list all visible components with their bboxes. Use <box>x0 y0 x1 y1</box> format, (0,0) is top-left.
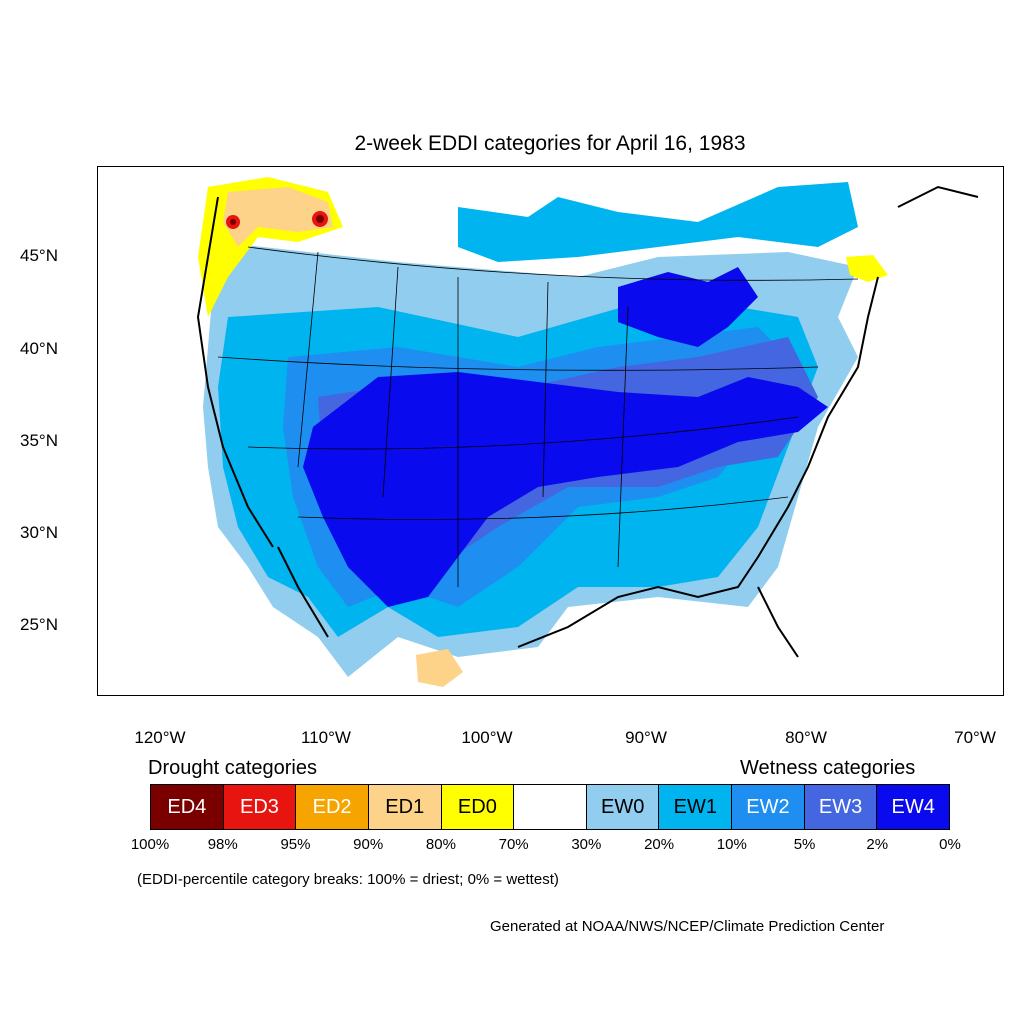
legend-break-label: 10% <box>716 836 747 853</box>
lon-label-80: 80°W <box>785 728 827 747</box>
state-boundaries <box>217 246 859 587</box>
lat-label-35: 35°N <box>20 431 58 450</box>
ew4-region <box>303 372 828 607</box>
legend-swatch-ew3: EW3 <box>804 785 878 829</box>
legend-break-label: 0% <box>939 836 961 853</box>
legend-break-label: 100% <box>130 836 170 853</box>
legend-break-label: 98% <box>207 836 238 853</box>
lon-label-120: 120°W <box>134 728 186 747</box>
legend-swatch-ed1: ED1 <box>368 785 442 829</box>
ed1-mexico <box>416 649 463 687</box>
legend-swatch-ew0: EW0 <box>586 785 660 829</box>
lat-label-40: 40°N <box>20 339 58 358</box>
legend-break-label: 90% <box>353 836 384 853</box>
legend-break-label: 5% <box>793 836 816 853</box>
ew4-great-lakes <box>618 267 758 347</box>
legend-swatch-ew4: EW4 <box>877 785 950 829</box>
legend-break-label: 30% <box>571 836 602 853</box>
lat-label-30: 30°N <box>20 523 58 542</box>
lon-label-110: 110°W <box>301 728 351 747</box>
ew1-canada-patch <box>458 182 858 262</box>
lon-label-90: 90°W <box>625 728 667 747</box>
lon-label-70: 70°W <box>954 728 996 747</box>
ed0-quebec <box>846 255 888 282</box>
break-note: (EDDI-percentile category breaks: 100% =… <box>137 871 559 888</box>
coastlines <box>196 185 979 658</box>
legend-swatch-ew1: EW1 <box>659 785 733 829</box>
map-title: 2-week EDDI categories for April 16, 198… <box>354 132 746 155</box>
legend-swatch-ed3: ED3 <box>223 785 297 829</box>
credit-line: Generated at NOAA/NWS/NCEP/Climate Predi… <box>490 918 885 935</box>
legend-break-label: 95% <box>280 836 311 853</box>
ed4-spot-1 <box>230 219 236 225</box>
legend-break-label: 2% <box>866 836 889 853</box>
legend-break-label: 20% <box>644 836 675 853</box>
legend-swatch-ew2: EW2 <box>732 785 805 829</box>
legend-swatch-ed4: ED4 <box>151 785 224 829</box>
legend-swatch-ed2: ED2 <box>296 785 369 829</box>
legend-swatch-neutral <box>514 785 587 829</box>
ed1-pacific-nw <box>223 187 333 247</box>
lat-label-25: 25°N <box>20 615 58 634</box>
category-legend: ED4 ED3 ED2 ED1 ED0 EW0 EW1 EW2 EW3 EW4 <box>150 784 950 830</box>
legend-break-label: 70% <box>498 836 529 853</box>
wetness-heading: Wetness categories <box>740 757 916 779</box>
legend-break-label: 80% <box>425 836 456 853</box>
lat-label-45: 45°N <box>20 246 58 265</box>
legend-swatch-ed0: ED0 <box>441 785 515 829</box>
ed4-spot-2 <box>316 215 324 223</box>
lon-label-100: 100°W <box>461 728 513 747</box>
map-canvas <box>98 167 1003 695</box>
eddi-map <box>97 166 1004 696</box>
drought-heading: Drought categories <box>148 757 317 779</box>
